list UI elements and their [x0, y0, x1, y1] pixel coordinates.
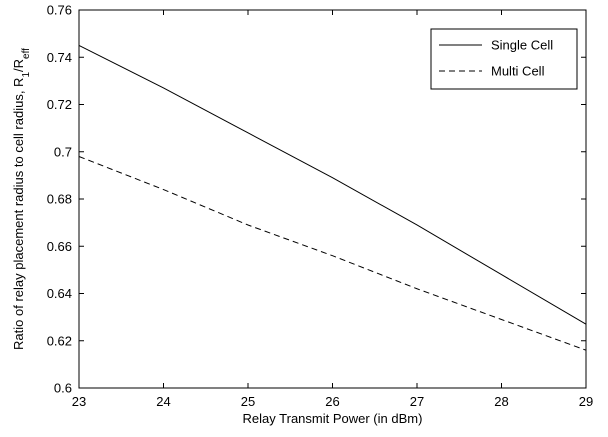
y-axis-label-main: Ratio of relay placement radius to cell …	[11, 78, 26, 350]
legend-label-single-cell: Single Cell	[491, 38, 553, 53]
y-axis-label-sub2: eff	[21, 48, 32, 59]
x-axis-label: Relay Transmit Power (in dBm)	[243, 411, 423, 426]
y-tick-label: 0.66	[47, 239, 72, 254]
y-tick-label: 0.72	[47, 97, 72, 112]
y-tick-label: 0.6	[54, 381, 72, 396]
legend-label-multi-cell: Multi Cell	[491, 64, 545, 79]
x-tick-label: 26	[325, 394, 339, 409]
y-tick-label: 0.64	[47, 286, 72, 301]
y-tick-label: 0.68	[47, 192, 72, 207]
y-tick-label: 0.74	[47, 50, 72, 65]
legend: Single Cell Multi Cell	[431, 29, 577, 89]
x-tick-label: 25	[241, 394, 255, 409]
x-tick-label: 29	[579, 394, 593, 409]
x-tick-label: 28	[494, 394, 508, 409]
y-tick-label: 0.7	[54, 144, 72, 159]
y-tick-label: 0.76	[47, 3, 72, 18]
y-axis-label-mid: /R	[11, 59, 26, 72]
x-tick-label: 23	[72, 394, 86, 409]
y-axis-label: Ratio of relay placement radius to cell …	[11, 48, 32, 350]
y-tick-label: 0.62	[47, 333, 72, 348]
x-tick-label: 27	[410, 394, 424, 409]
x-tick-label: 24	[156, 394, 170, 409]
